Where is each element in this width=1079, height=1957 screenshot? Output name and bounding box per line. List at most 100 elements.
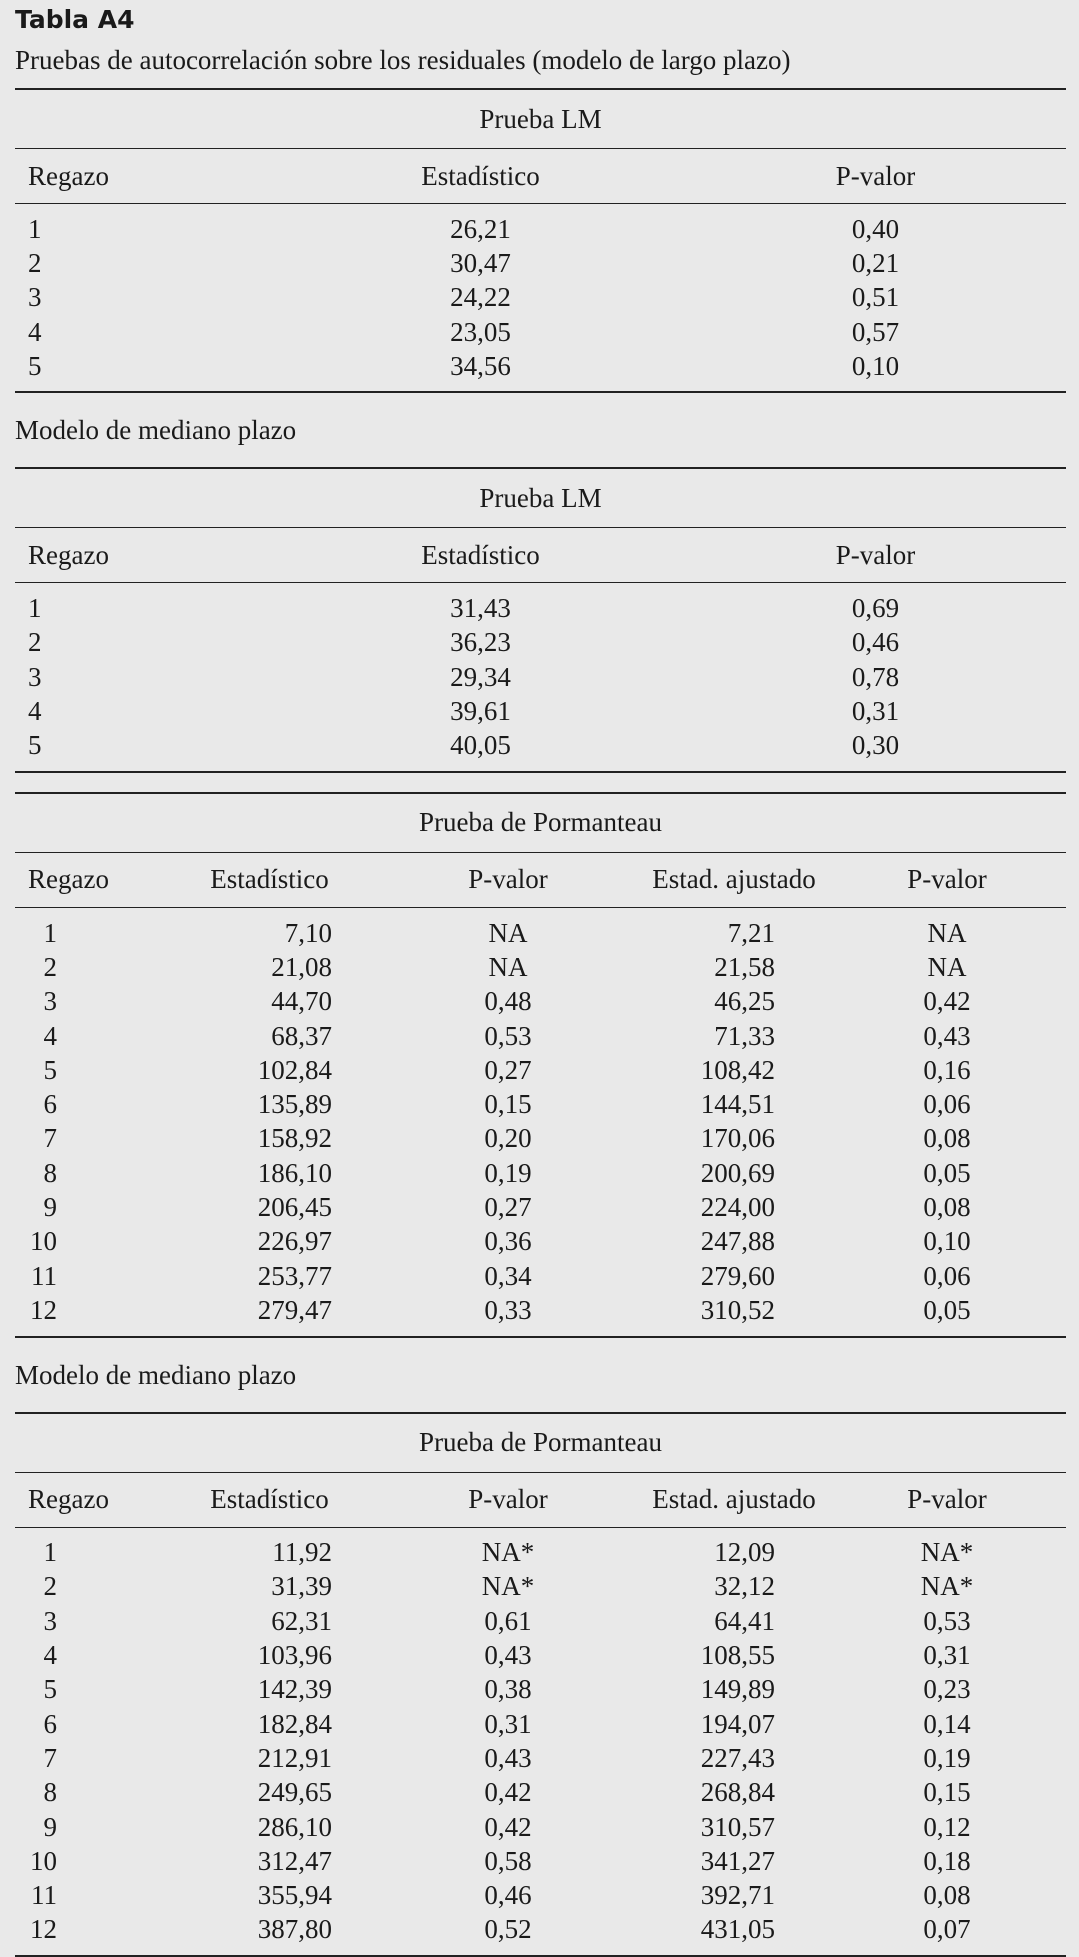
cell: 11,92 (272, 1537, 332, 1568)
data-row: 6 182,84 0,31 194,07 0,14 (15, 1707, 1066, 1741)
data-row: 7 158,92 0,20 170,06 0,08 (15, 1122, 1066, 1156)
cell: 0,15 (923, 1777, 971, 1808)
cell: 0,19 (484, 1157, 532, 1188)
cell: 2 (43, 1571, 58, 1602)
cell: 0,12 (923, 1811, 971, 1842)
cell: 39,61 (450, 696, 511, 727)
cell: 0,08 (923, 1123, 971, 1154)
cell: 26,21 (450, 213, 511, 244)
cell: 7,10 (284, 917, 332, 948)
data-row: 2 21,08 NA 21,58 NA (15, 950, 1066, 984)
cell: 0,19 (923, 1742, 971, 1773)
cell: 102,84 (257, 1054, 332, 1085)
cell: 62,31 (271, 1605, 332, 1636)
cell: 0,46 (484, 1880, 532, 1911)
data-row: 9 286,10 0,42 310,57 0,12 (15, 1810, 1066, 1844)
cell: 68,37 (271, 1020, 332, 1051)
test-row: Prueba de Pormanteau (15, 791, 1067, 853)
data-row: 8 249,65 0,42 268,84 0,15 (15, 1776, 1066, 1810)
cell: 5 (43, 1054, 58, 1085)
data-row: 1 31,43 0,69 (15, 591, 1066, 625)
cell: 0,23 (923, 1674, 971, 1705)
spacer-cell (15, 762, 1067, 773)
cell: 0,15 (484, 1089, 532, 1120)
cell: 7 (43, 1742, 58, 1773)
cell: NA (488, 917, 528, 948)
cell: 0,36 (484, 1226, 532, 1257)
data-row: 8 186,10 0,19 200,69 0,05 (15, 1156, 1066, 1190)
data-row: 5 40,05 0,30 (15, 729, 1066, 763)
data-table: Prueba LM Regazo Estadístico P-valor 1 31,43 0… (15, 467, 1067, 773)
data-row: 10 226,97 0,36 247,88 0,10 (15, 1225, 1066, 1259)
data-row: 1 11,92 NA* 12,09 NA* (15, 1536, 1066, 1570)
column-header: Regazo (15, 148, 251, 204)
column-header: Estad. ajustado (640, 852, 828, 908)
cell: 7,21 (727, 917, 775, 948)
cell: 6 (43, 1089, 58, 1120)
cell: 12 (30, 1914, 57, 1945)
cell: 0,06 (923, 1260, 971, 1291)
test-name: Prueba de Pormanteau (15, 791, 1067, 853)
data-row: 9 206,45 0,27 224,00 0,08 (15, 1190, 1066, 1224)
cell: 12 (30, 1294, 57, 1325)
data-row: 4 103,96 0,43 108,55 0,31 (15, 1638, 1066, 1672)
spacer-cell (15, 1327, 1067, 1338)
test-row: Prueba LM (15, 467, 1067, 529)
cell: 9 (43, 1191, 58, 1222)
column-header: P-valor (376, 1472, 640, 1528)
cell: 10 (30, 1845, 57, 1876)
column-header: Estadístico (163, 852, 376, 908)
cell: 0,31 (484, 1708, 532, 1739)
cell: 227,43 (700, 1742, 775, 1773)
cell: 194,07 (700, 1708, 775, 1739)
cell: 279,60 (700, 1260, 775, 1291)
data-row: 5 142,39 0,38 149,89 0,23 (15, 1673, 1066, 1707)
test-name: Prueba de Pormanteau (15, 1411, 1067, 1473)
cell: 0,14 (923, 1708, 971, 1739)
data-row: 3 62,31 0,61 64,41 0,53 (15, 1604, 1066, 1638)
cell: 0,05 (923, 1294, 971, 1325)
spacer-row (15, 1327, 1067, 1338)
column-header: Regazo (15, 1472, 163, 1528)
data-row: 2 30,47 0,21 (15, 246, 1066, 280)
cell: 5 (28, 730, 42, 761)
cell: 0,43 (923, 1020, 971, 1051)
header-row: Regazo Estadístico P-valor (15, 148, 1067, 204)
cell: NA* (481, 1537, 535, 1568)
cell: 0,42 (923, 986, 971, 1017)
column-header: Estadístico (251, 148, 710, 204)
cell: NA* (481, 1571, 535, 1602)
cell: 182,84 (257, 1708, 332, 1739)
cell: 0,58 (484, 1845, 532, 1876)
cell: NA (927, 917, 967, 948)
data-row: 1 26,21 0,40 (15, 212, 1066, 246)
cell: 186,10 (257, 1157, 332, 1188)
cell: NA (927, 951, 967, 982)
cell: 279,47 (257, 1294, 332, 1325)
cell: 286,10 (257, 1811, 332, 1842)
cell: 392,71 (700, 1880, 775, 1911)
column-header: P-valor (828, 852, 1067, 908)
spacer-row (15, 762, 1067, 773)
cell: 158,92 (257, 1123, 332, 1154)
header-row: Regazo Estadístico P-valor Estad. ajustado P… (15, 852, 1067, 908)
cell: 6 (43, 1708, 58, 1739)
data-row: 11 355,94 0,46 392,71 0,08 (15, 1879, 1066, 1913)
cell: 0,31 (923, 1640, 971, 1671)
cell: 1 (43, 917, 58, 948)
cell: 170,06 (700, 1123, 775, 1154)
cell: 5 (28, 350, 42, 381)
data-row: 2 31,39 NA* 32,12 NA* (15, 1570, 1066, 1604)
column-header: Regazo (15, 527, 251, 584)
cell: 310,52 (700, 1294, 775, 1325)
cell: 11 (31, 1880, 57, 1911)
cell: 12,09 (714, 1537, 775, 1568)
cell: 0,10 (851, 350, 900, 381)
cell: 387,80 (257, 1914, 332, 1945)
spacer-row (15, 1527, 1066, 1536)
column-header: Estad. ajustado (640, 1472, 828, 1528)
cell: 36,23 (450, 627, 511, 658)
cell: 7 (43, 1123, 58, 1154)
cell: 247,88 (700, 1226, 775, 1257)
